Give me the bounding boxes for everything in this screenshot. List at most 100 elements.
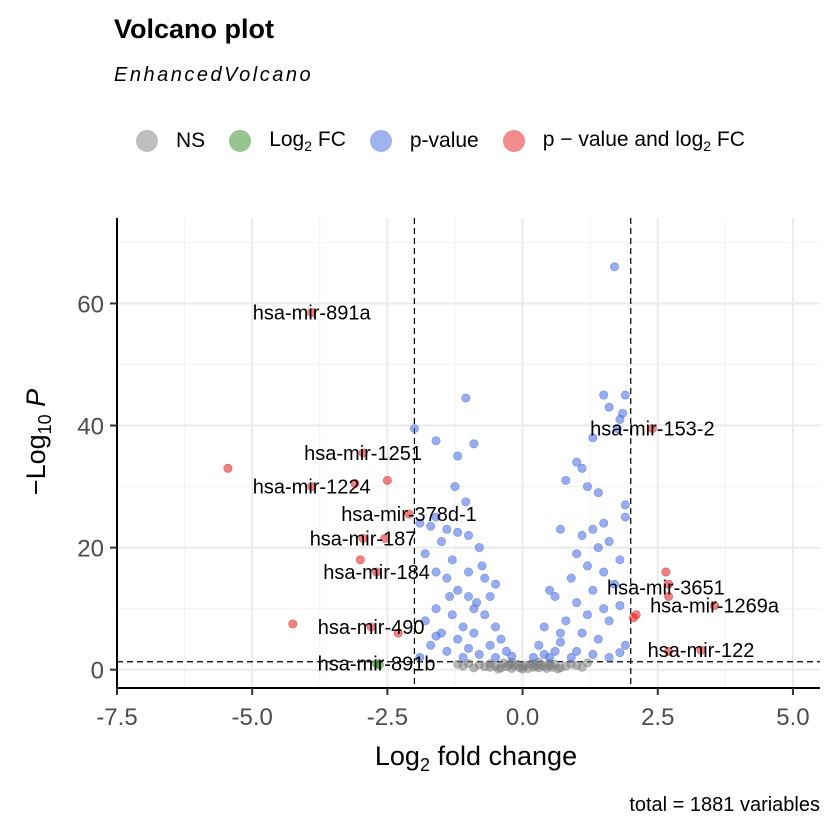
data-point <box>420 549 430 559</box>
data-point <box>696 645 706 655</box>
data-point <box>572 457 582 467</box>
data-point <box>415 518 425 528</box>
data-point <box>453 634 463 644</box>
data-point <box>518 664 528 674</box>
data-point <box>615 648 625 658</box>
data-point <box>593 543 603 553</box>
data-point <box>528 652 538 662</box>
data-point <box>393 628 403 638</box>
data-point <box>593 634 603 644</box>
data-point <box>550 591 560 601</box>
data-point <box>566 652 576 662</box>
legend-item-1: Log2 FC <box>229 128 346 154</box>
data-point <box>553 664 563 674</box>
point-label: hsa-mir-184 <box>323 562 430 584</box>
data-point <box>628 613 638 623</box>
data-point <box>355 555 365 565</box>
data-point <box>588 585 598 595</box>
legend-item-2: p-value <box>369 129 479 153</box>
data-point <box>572 646 582 656</box>
data-point <box>404 509 414 519</box>
axes <box>116 218 820 689</box>
data-point <box>474 649 484 659</box>
data-point <box>469 439 479 449</box>
data-point <box>374 660 384 670</box>
data-point <box>555 524 565 534</box>
data-point <box>447 555 457 565</box>
chart-subtitle: EnhancedVolcano <box>114 64 314 86</box>
point-label: hsa-mir-1251 <box>304 443 422 465</box>
data-point <box>612 424 622 434</box>
data-point <box>534 640 544 650</box>
data-point <box>358 448 368 458</box>
point-label: hsa-mir-187 <box>310 528 417 550</box>
data-point <box>610 579 620 589</box>
data-point <box>555 637 565 647</box>
data-point <box>615 601 625 611</box>
data-point <box>453 585 463 595</box>
data-point <box>366 622 376 632</box>
data-point <box>561 475 571 485</box>
data-point <box>469 628 479 638</box>
data-point <box>664 646 674 656</box>
data-point <box>307 482 317 492</box>
data-point <box>436 537 446 547</box>
data-point <box>485 640 495 650</box>
x-tick-label: 0.0 <box>506 704 539 731</box>
data-point <box>445 591 455 601</box>
data-point <box>426 640 436 650</box>
data-point <box>550 646 560 656</box>
point-label: hsa-mir-490 <box>318 617 425 639</box>
caption: total = 1881 variables <box>629 794 820 816</box>
data-point <box>415 652 425 662</box>
data-point <box>485 591 495 601</box>
data-point <box>474 543 484 553</box>
point-labels: hsa-mir-891a hsa-mir-153-2 hsa-mir-1251 hsa… <box>253 303 780 676</box>
data-point <box>372 567 382 577</box>
chart-title: Volcano plot <box>114 14 274 44</box>
data-point <box>307 308 317 318</box>
legend-item-3: p − value and log2 FC <box>502 128 745 155</box>
data-point <box>582 561 592 571</box>
data-point <box>461 497 471 507</box>
data-point <box>450 482 460 492</box>
legend-label: p − value and log2 FC <box>542 128 745 155</box>
data-point <box>710 601 720 611</box>
point-label: hsa-mir-1269a <box>650 596 780 618</box>
data-point <box>426 521 436 531</box>
data-point <box>664 579 674 589</box>
data-point <box>647 424 657 434</box>
x-tick-label: -5.0 <box>232 704 273 731</box>
data-point <box>599 604 609 614</box>
data-point <box>545 585 555 595</box>
data-point <box>431 512 441 522</box>
point-label: hsa-mir-1224 <box>253 477 371 499</box>
data-point <box>664 591 674 601</box>
data-point <box>496 634 506 644</box>
legend: NS Log2 FC p-value p − value and log2 FC <box>136 128 769 154</box>
legend-swatch <box>229 130 252 153</box>
data-point <box>453 451 463 461</box>
data-point <box>610 262 620 272</box>
x-tick-label: -7.5 <box>96 704 137 731</box>
data-point <box>480 573 490 583</box>
data-point <box>620 640 630 650</box>
data-point <box>431 436 441 446</box>
legend-label: NS <box>176 129 206 153</box>
data-point <box>477 561 487 571</box>
data-point <box>223 463 233 473</box>
data-point <box>599 390 609 400</box>
data-point <box>588 649 598 659</box>
data-point <box>539 622 549 632</box>
data-point <box>358 533 368 543</box>
data-point <box>469 663 479 673</box>
point-label: hsa-mir-891a <box>253 303 372 325</box>
data-point <box>491 652 501 662</box>
y-tick-label: 20 <box>77 536 104 563</box>
data-point <box>577 662 587 672</box>
data-point <box>561 616 571 626</box>
y-tick-label: 0 <box>91 658 104 685</box>
data-point <box>447 610 457 620</box>
y-tick-label: 40 <box>77 414 104 441</box>
data-point <box>539 649 549 659</box>
